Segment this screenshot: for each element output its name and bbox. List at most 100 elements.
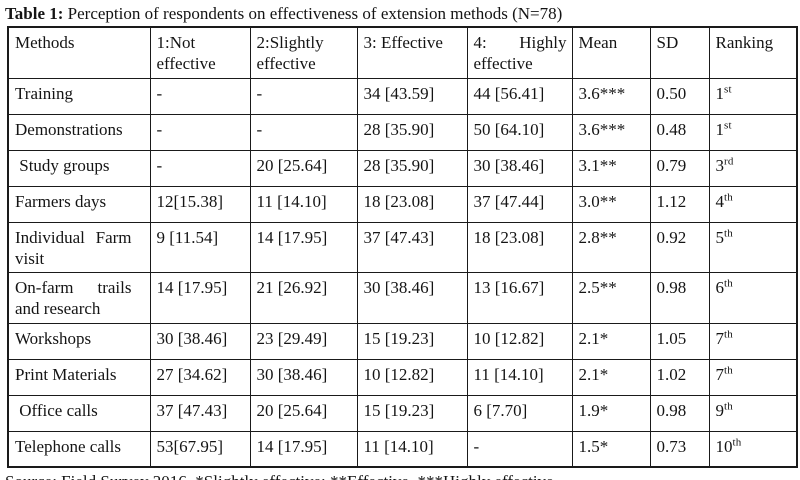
cell-ranking: 7th — [708, 358, 798, 396]
cell-highly-effective: 6 [7.70] — [466, 394, 573, 432]
col-header-methods: Methods — [7, 26, 151, 79]
cell-highly-effective: 18 [23.08] — [466, 221, 573, 273]
cell-effective: 30 [38.46] — [356, 272, 468, 324]
cell-not-effective: - — [149, 113, 251, 151]
rank-ordinal: st — [724, 118, 732, 131]
table-row-office-calls: Office calls 37 [47.43] 20 [25.64] 15 [1… — [7, 394, 798, 432]
cell-highly-effective: 30 [38.46] — [466, 149, 573, 187]
cell-method: Training — [7, 77, 151, 115]
header-row: Methods 1:Not effective 2:Slightly effec… — [7, 26, 798, 79]
cell-sd: 0.48 — [649, 113, 710, 151]
table-body: Training - - 34 [43.59] 44 [56.41] 3.6**… — [7, 77, 798, 468]
cell-not-effective: 12[15.38] — [149, 185, 251, 223]
table-caption-text: Perception of respondents on effectivene… — [67, 4, 563, 23]
cell-slightly-effective: 11 [14.10] — [249, 185, 358, 223]
cell-ranking: 4th — [708, 185, 798, 223]
cell-slightly-effective: 20 [25.64] — [249, 149, 358, 187]
cell-effective: 34 [43.59] — [356, 77, 468, 115]
cell-slightly-effective: 23 [29.49] — [249, 322, 358, 360]
cell-highly-effective: - — [466, 430, 573, 468]
cell-sd: 0.79 — [649, 149, 710, 187]
cell-slightly-effective: - — [249, 113, 358, 151]
cell-mean: 2.8** — [571, 221, 651, 273]
col-header-ranking: Ranking — [708, 26, 798, 79]
cell-sd: 0.98 — [649, 394, 710, 432]
rank-ordinal: th — [724, 327, 733, 340]
cell-mean: 2.1* — [571, 322, 651, 360]
col-header-effective: 3: Effective — [356, 26, 468, 79]
cell-not-effective: 14 [17.95] — [149, 272, 251, 324]
cell-slightly-effective: 14 [17.95] — [249, 221, 358, 273]
cell-method: Telephone calls — [7, 430, 151, 468]
table-caption: Table 1: Perception of respondents on ef… — [5, 4, 800, 24]
rank-ordinal: th — [732, 435, 742, 448]
cell-effective: 15 [19.23] — [356, 394, 468, 432]
rank-value: 5 — [715, 227, 725, 247]
cell-effective: 11 [14.10] — [356, 430, 468, 468]
cell-ranking: 5th — [708, 221, 798, 273]
cell-not-effective: 53[67.95] — [149, 430, 251, 468]
cell-sd: 0.92 — [649, 221, 710, 273]
table-row-study-groups: Study groups - 20 [25.64] 28 [35.90] 30 … — [7, 149, 798, 187]
cell-method: Office calls — [7, 394, 151, 432]
rank-ordinal: th — [724, 277, 733, 290]
table-row-farmers-days: Farmers days 12[15.38] 11 [14.10] 18 [23… — [7, 185, 798, 223]
cell-highly-effective: 10 [12.82] — [466, 322, 573, 360]
rank-ordinal: st — [724, 82, 732, 95]
cell-ranking: 6th — [708, 272, 798, 324]
cell-not-effective: - — [149, 77, 251, 115]
cell-ranking: 1st — [708, 113, 798, 151]
cell-effective: 10 [12.82] — [356, 358, 468, 396]
table-row-telephone-calls: Telephone calls 53[67.95] 14 [17.95] 11 … — [7, 430, 798, 468]
cell-sd: 0.98 — [649, 272, 710, 324]
cell-highly-effective: 13 [16.67] — [466, 272, 573, 324]
table-caption-label: Table 1: — [5, 4, 64, 23]
cell-method: On-farm trails and research — [7, 272, 151, 324]
cell-highly-effective: 11 [14.10] — [466, 358, 573, 396]
cell-not-effective: 27 [34.62] — [149, 358, 251, 396]
rank-ordinal: rd — [724, 154, 734, 167]
rank-ordinal: th — [724, 226, 733, 239]
rank-value: 10 — [715, 436, 733, 456]
cell-mean: 2.5** — [571, 272, 651, 324]
rank-value: 1 — [715, 83, 725, 103]
cell-ranking: 3rd — [708, 149, 798, 187]
cell-mean: 3.6*** — [571, 77, 651, 115]
cell-mean: 3.6*** — [571, 113, 651, 151]
cell-sd: 0.73 — [649, 430, 710, 468]
cell-effective: 18 [23.08] — [356, 185, 468, 223]
cell-slightly-effective: 21 [26.92] — [249, 272, 358, 324]
cell-method: Study groups — [7, 149, 151, 187]
cell-not-effective: 9 [11.54] — [149, 221, 251, 273]
table-row-print-materials: Print Materials 27 [34.62] 30 [38.46] 10… — [7, 358, 798, 396]
rank-value: 3 — [715, 155, 725, 175]
cell-ranking: 9th — [708, 394, 798, 432]
cell-method: Farmers days — [7, 185, 151, 223]
cell-slightly-effective: 20 [25.64] — [249, 394, 358, 432]
rank-value: 7 — [715, 364, 725, 384]
table-row-on-farm-trails: On-farm trails and research 14 [17.95] 2… — [7, 272, 798, 324]
rank-value: 9 — [715, 400, 725, 420]
results-table: Methods 1:Not effective 2:Slightly effec… — [7, 26, 798, 468]
cell-sd: 1.02 — [649, 358, 710, 396]
cell-effective: 15 [19.23] — [356, 322, 468, 360]
cell-slightly-effective: 14 [17.95] — [249, 430, 358, 468]
source-note: Source: Field Survey 2016, *Slightly eff… — [5, 472, 800, 480]
cell-mean: 2.1* — [571, 358, 651, 396]
rank-value: 1 — [715, 119, 725, 139]
table-row-individual-farm-visit: Individual Farm visit 9 [11.54] 14 [17.9… — [7, 221, 798, 273]
rank-ordinal: th — [724, 363, 733, 376]
cell-method: Workshops — [7, 322, 151, 360]
cell-ranking: 1st — [708, 77, 798, 115]
table-row-demonstrations: Demonstrations - - 28 [35.90] 50 [64.10]… — [7, 113, 798, 151]
cell-effective: 28 [35.90] — [356, 149, 468, 187]
col-header-mean: Mean — [571, 26, 651, 79]
cell-sd: 0.50 — [649, 77, 710, 115]
cell-method: Individual Farm visit — [7, 221, 151, 273]
cell-highly-effective: 44 [56.41] — [466, 77, 573, 115]
rank-ordinal: th — [724, 399, 733, 412]
rank-value: 6 — [715, 278, 725, 297]
cell-not-effective: 30 [38.46] — [149, 322, 251, 360]
cell-slightly-effective: - — [249, 77, 358, 115]
